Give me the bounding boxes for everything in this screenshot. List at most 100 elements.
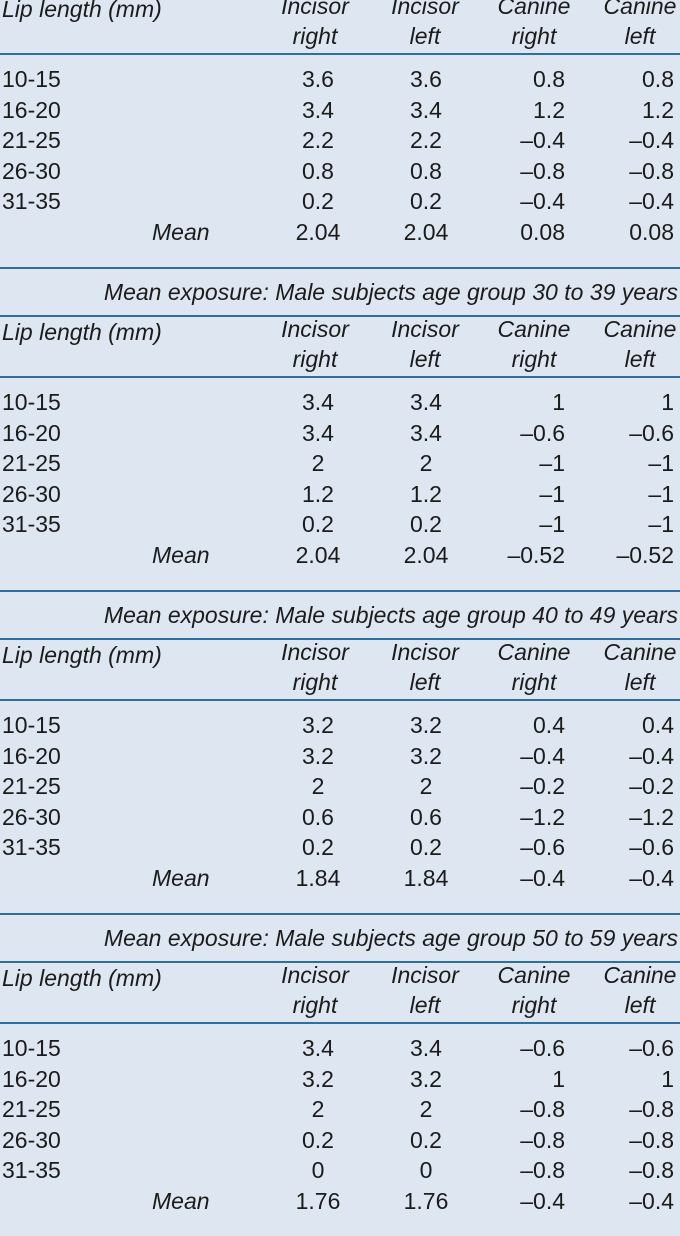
header-line-1: Canine <box>603 962 677 988</box>
header-canine-right: Canine right <box>482 314 586 374</box>
header-line-1: Incisor <box>281 316 349 342</box>
mean-value-cell: –0.4 <box>629 1187 674 1214</box>
table-section: Mean exposure: Male subjects age group 3… <box>0 269 680 592</box>
table-row: 21-25 2.2 2.2 –0.4 –0.4 <box>0 125 680 156</box>
mean-value-cell: –0.52 <box>616 541 674 568</box>
header-line-2: right <box>292 992 338 1018</box>
header-rule <box>0 1022 680 1024</box>
value-cell: –0.6 <box>520 419 565 446</box>
lip-length-cell: 16-20 <box>2 419 61 446</box>
table-body: 10-15 3.6 3.6 0.8 0.8 16-20 3.4 3.4 1.2 1.2 21-25 2… <box>0 55 680 267</box>
mean-value-cell: 2.04 <box>403 541 449 568</box>
value-cell: 3.4 <box>410 419 442 446</box>
header-line-1: Canine <box>603 639 677 665</box>
mean-value-cell: –0.4 <box>629 864 674 891</box>
caption-rule <box>0 315 680 317</box>
header-line-1: Incisor <box>391 639 459 665</box>
value-cell: 3.4 <box>410 389 442 415</box>
value-cell: –0.8 <box>629 157 674 184</box>
table-row: 16-20 3.2 3.2 1 1 <box>0 1064 680 1095</box>
value-cell: –1 <box>648 450 674 477</box>
table-body: 10-15 3.2 3.2 0.4 0.4 16-20 3.2 3.2 –0.4 –0.4 21-2… <box>0 701 680 913</box>
value-cell: –0.4 <box>629 188 674 215</box>
value-cell: –0.4 <box>629 742 674 769</box>
header-line-1: Incisor <box>281 639 349 665</box>
value-cell: 0.6 <box>302 803 334 830</box>
lip-length-cell: 10-15 <box>2 66 61 92</box>
header-line-2: right <box>511 23 557 49</box>
header-line-1: Incisor <box>391 0 459 19</box>
header-line-2: right <box>511 992 557 1018</box>
value-cell: 3.2 <box>410 742 442 769</box>
header-rule <box>0 699 680 701</box>
table-body: 10-15 3.4 3.4 –0.6 –0.6 16-20 3.2 3.2 1 1 21-25 2 2 –… <box>0 1024 680 1236</box>
value-cell: –0.4 <box>520 742 565 769</box>
value-cell: –0.8 <box>629 1126 674 1153</box>
value-cell: –0.6 <box>629 834 674 861</box>
value-cell: 0 <box>419 1157 433 1184</box>
lip-length-cell: 31-35 <box>2 834 61 861</box>
lip-length-cell: 21-25 <box>2 773 61 800</box>
header-line-1: Canine <box>497 962 571 988</box>
lip-length-cell: 10-15 <box>2 1035 61 1061</box>
header-line-2: left <box>624 346 656 372</box>
value-cell: 0.8 <box>642 66 674 92</box>
table-row: 10-15 3.4 3.4 1 1 <box>0 387 680 418</box>
value-cell: –1 <box>539 480 565 507</box>
lip-length-cell: 21-25 <box>2 1096 61 1123</box>
value-cell: 1 <box>661 389 674 415</box>
value-cell: 1.2 <box>533 96 565 123</box>
lip-length-cell: 26-30 <box>2 1126 61 1153</box>
header-line-2: right <box>511 669 557 695</box>
table-row: 31-35 0.2 0.2 –1 –1 <box>0 509 680 540</box>
mean-row: Mean 1.76 1.76 –0.4 –0.4 <box>0 1186 680 1217</box>
header-line-2: right <box>292 346 338 372</box>
value-cell: 0.2 <box>410 188 442 215</box>
value-cell: 3.2 <box>410 1065 442 1092</box>
lip-length-cell: 31-35 <box>2 1157 61 1184</box>
lip-length-cell: 31-35 <box>2 511 61 538</box>
value-cell: –0.8 <box>520 157 565 184</box>
header-line-1: Canine <box>497 316 571 342</box>
header-line-2: left <box>409 992 441 1018</box>
value-cell: –0.6 <box>629 1035 674 1061</box>
value-cell: 3.4 <box>302 96 334 123</box>
header-line-1: Canine <box>497 639 571 665</box>
table-row: 16-20 3.4 3.4 1.2 1.2 <box>0 95 680 126</box>
header-canine-right: Canine right <box>482 637 586 697</box>
table-row: 31-35 0.2 0.2 –0.6 –0.6 <box>0 832 680 863</box>
header-line-2: left <box>624 23 656 49</box>
lip-length-cell: 21-25 <box>2 450 61 477</box>
lip-length-cell: 16-20 <box>2 1065 61 1092</box>
header-line-2: right <box>292 23 338 49</box>
header-canine-right: Canine right <box>482 0 586 51</box>
value-cell: 0.2 <box>302 188 334 215</box>
mean-value-cell: –0.52 <box>507 541 565 568</box>
value-cell: 3.2 <box>302 1065 334 1092</box>
header-lip-length: Lip length (mm) <box>2 642 162 668</box>
value-cell: –0.8 <box>629 1157 674 1184</box>
header-incisor-right: Incisor right <box>265 0 365 51</box>
value-cell: 2 <box>419 1096 433 1123</box>
value-cell: 3.6 <box>410 66 442 92</box>
value-cell: 3.4 <box>302 389 334 415</box>
value-cell: –1 <box>539 511 565 538</box>
table-row: 10-15 3.4 3.4 –0.6 –0.6 <box>0 1033 680 1064</box>
header-rule <box>0 53 680 55</box>
value-cell: 2.2 <box>410 127 442 154</box>
value-cell: 0.2 <box>302 1126 334 1153</box>
value-cell: –0.4 <box>520 127 565 154</box>
header-line-1: Incisor <box>391 962 459 988</box>
mean-value-cell: 0.08 <box>520 218 565 245</box>
section-caption: Mean exposure: Male subjects age group 4… <box>103 602 678 628</box>
mean-value-cell: 1.84 <box>403 864 449 891</box>
table-row: 26-30 1.2 1.2 –1 –1 <box>0 479 680 510</box>
lip-length-cell: 21-25 <box>2 127 61 154</box>
value-cell: 0 <box>311 1157 325 1184</box>
column-header-row: Lip length (mm) Incisor right Incisor left Ca… <box>0 0 680 53</box>
section-caption: Mean exposure: Male subjects age group 5… <box>103 925 678 951</box>
table-row: 26-30 0.2 0.2 –0.8 –0.8 <box>0 1125 680 1156</box>
header-canine-right: Canine right <box>482 960 586 1020</box>
header-incisor-right: Incisor right <box>265 314 365 374</box>
